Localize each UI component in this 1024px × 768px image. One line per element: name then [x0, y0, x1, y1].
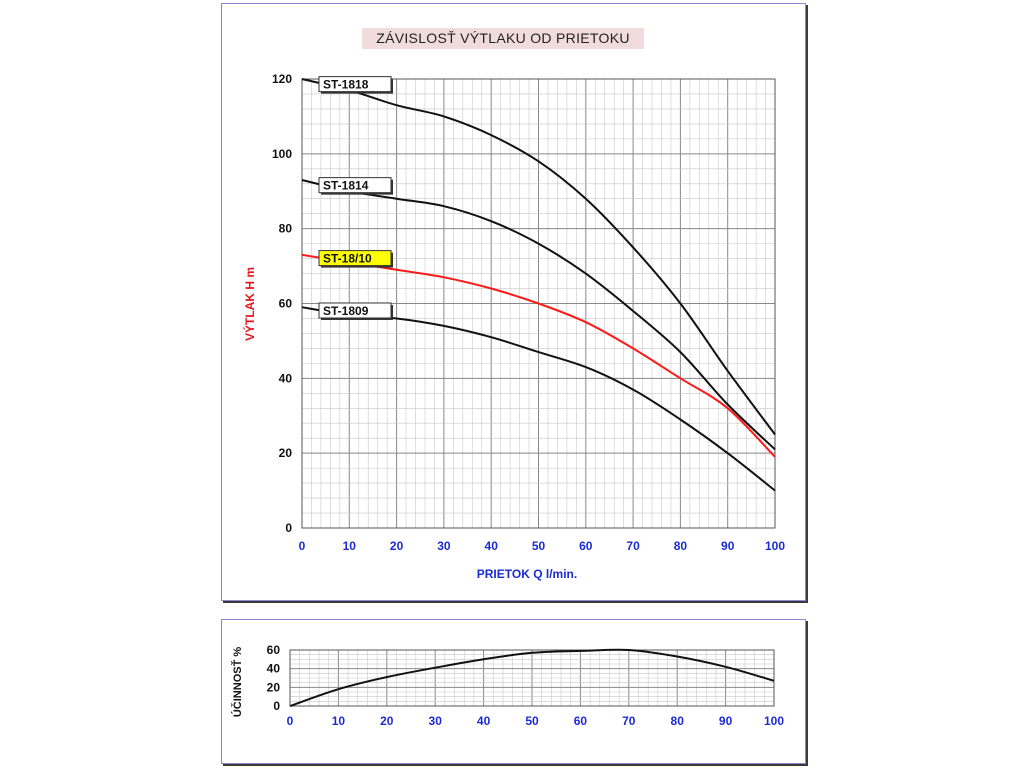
x-tick-label: 50 [525, 714, 539, 728]
y-tick-label: 120 [272, 72, 292, 86]
x-tick-label: 100 [764, 714, 784, 728]
y-tick-label: 40 [267, 662, 281, 676]
x-tick-label: 80 [671, 714, 685, 728]
x-tick-label: 50 [532, 539, 546, 553]
y-tick-label: 20 [279, 446, 293, 460]
series-label: ST-1818 [323, 78, 369, 92]
plot-area-border [301, 78, 776, 529]
x-tick-label: 20 [380, 714, 394, 728]
y-tick-label: 0 [273, 699, 280, 713]
x-tick-label: 30 [437, 539, 451, 553]
series-label-box [318, 177, 392, 194]
y-tick-label: 40 [279, 371, 293, 385]
y-tick-label: 60 [279, 297, 293, 311]
series-label-box [318, 76, 392, 93]
series-label: ST-1809 [323, 304, 369, 318]
x-tick-label: 0 [299, 539, 306, 553]
curve-st-18-10 [301, 253, 776, 458]
x-tick-label: 40 [485, 539, 499, 553]
y-tick-label: 80 [279, 222, 293, 236]
y-tick-label: 20 [267, 680, 281, 694]
plot-area-border [289, 649, 775, 707]
efficiency-chart-panel: 0 10 20 30 40 50 60 70 80 90 100 0 20 40 60 ÚČINNOSŤ % [221, 619, 806, 764]
x-tick-label: 60 [574, 714, 588, 728]
x-tick-label: 70 [622, 714, 636, 728]
curve-efficiency [289, 648, 775, 707]
chart-title: ZÁVISLOSŤ VÝTLAKU OD PRIETOKU [362, 28, 644, 49]
series-label-box [318, 302, 392, 319]
x-tick-label: 10 [343, 539, 357, 553]
curve-st-1818 [301, 78, 776, 436]
head-flow-chart: 0 10 20 30 40 50 60 70 80 90 100 0 20 40 60 80 100 120 PRI… [242, 72, 785, 581]
x-tick-label: 90 [721, 539, 735, 553]
head-chart-panel: ZÁVISLOSŤ VÝTLAKU OD PRIETOKU 0 10 20 30 40 5… [221, 3, 806, 601]
x-tick-label: 70 [626, 539, 640, 553]
x-tick-label: 40 [477, 714, 491, 728]
y-axis-label: ÚČINNOSŤ % [231, 647, 244, 718]
x-tick-label: 30 [429, 714, 443, 728]
series-label-box [318, 250, 392, 267]
x-tick-label: 60 [579, 539, 593, 553]
y-tick-label: 0 [285, 521, 292, 535]
y-tick-label: 60 [267, 643, 281, 657]
series-label: ST-1814 [323, 179, 369, 193]
x-axis-label: PRIETOK Q l/min. [477, 567, 577, 581]
x-tick-label: 10 [332, 714, 346, 728]
x-tick-label: 80 [674, 539, 688, 553]
x-tick-label: 20 [390, 539, 404, 553]
curve-st-1814 [301, 179, 776, 451]
efficiency-chart: 0 10 20 30 40 50 60 70 80 90 100 0 20 40 60 ÚČINNOSŤ % [231, 643, 784, 728]
y-tick-label: 100 [272, 147, 292, 161]
series-label: ST-18/10 [323, 252, 372, 266]
x-tick-label: 0 [287, 714, 294, 728]
y-axis-label: VÝTLAK H m [242, 267, 257, 341]
x-tick-label: 100 [765, 539, 785, 553]
x-tick-label: 90 [719, 714, 733, 728]
